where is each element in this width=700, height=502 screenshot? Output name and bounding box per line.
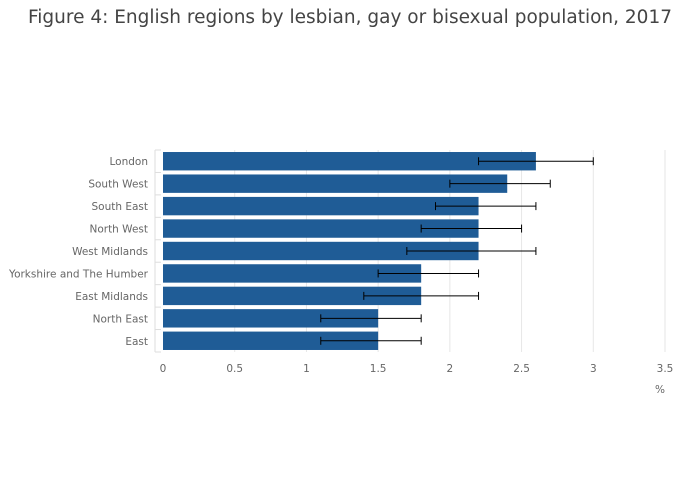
- error-bar: [449, 179, 551, 188]
- bar: [163, 241, 479, 261]
- error-bar: [406, 247, 537, 255]
- x-tick-label: 0.5: [226, 363, 243, 375]
- error-bar: [420, 224, 523, 233]
- y-axis: [154, 149, 161, 353]
- category-label: South West: [88, 179, 148, 191]
- category-label: London: [110, 156, 149, 168]
- x-axis-unit-label: %: [655, 384, 665, 396]
- x-tick-labels: 0 0.5 1 1.5 2 2.5 3 3.5: [160, 363, 674, 375]
- x-tick-label: 1.5: [370, 363, 387, 375]
- bar: [163, 309, 379, 328]
- x-tick-label: 2.5: [513, 363, 530, 375]
- category-label: East Midlands: [75, 291, 148, 303]
- bar: [163, 286, 422, 306]
- x-tick-label: 3.5: [657, 363, 674, 375]
- error-bar: [435, 202, 537, 211]
- bar: [163, 174, 508, 193]
- bar: [163, 152, 536, 171]
- bar: [163, 331, 379, 350]
- chart-title: Figure 4: English regions by lesbian, ga…: [27, 7, 672, 28]
- error-bar: [377, 269, 480, 278]
- bars: [163, 152, 536, 350]
- category-labels: London South West South East North West West…: [8, 156, 149, 348]
- x-tick-label: 1: [303, 363, 310, 375]
- error-bar: [320, 336, 422, 345]
- error-bars: [320, 157, 594, 345]
- bar: [163, 219, 479, 238]
- category-label: North West: [89, 224, 148, 236]
- bar: [163, 264, 422, 283]
- category-label: South East: [91, 201, 148, 213]
- error-bar: [478, 157, 594, 166]
- x-tick-label: 0: [160, 363, 167, 375]
- error-bar: [363, 291, 480, 300]
- category-label: North East: [93, 313, 148, 325]
- category-label: Yorkshire and The Humber: [8, 268, 149, 280]
- error-bar: [320, 314, 422, 323]
- category-label: West Midlands: [72, 246, 148, 258]
- category-label: East: [125, 336, 148, 348]
- x-tick-label: 2: [447, 363, 454, 375]
- x-tick-label: 3: [590, 363, 597, 375]
- bar: [163, 196, 479, 216]
